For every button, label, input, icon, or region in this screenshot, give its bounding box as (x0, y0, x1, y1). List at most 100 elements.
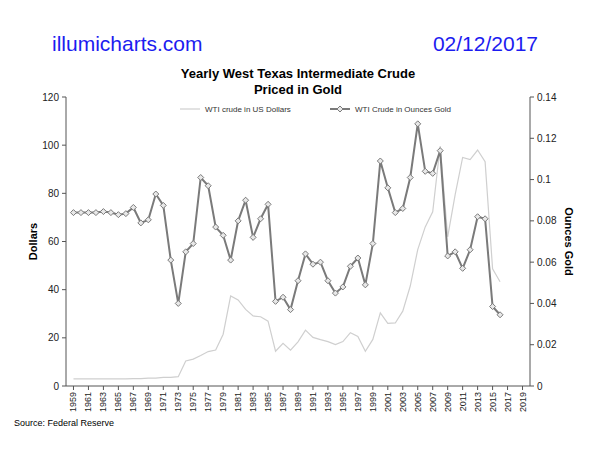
y2-tick-label: 0.02 (537, 339, 557, 350)
x-tick (103, 386, 104, 390)
x-tick (133, 386, 134, 390)
marker (265, 201, 271, 207)
marker (407, 175, 413, 181)
marker (175, 300, 181, 306)
x-tick (387, 386, 388, 390)
y2-tick-label: 0.1 (537, 174, 551, 185)
marker (213, 224, 219, 230)
marker (243, 197, 249, 203)
marker (475, 214, 481, 220)
y2-tick-label: 0.14 (537, 92, 557, 103)
marker (437, 148, 443, 154)
x-tick-label: 1963 (98, 392, 108, 412)
marker (370, 241, 376, 247)
x-tick-label: 1965 (113, 392, 123, 412)
marker (422, 168, 428, 174)
x-tick-label: 1981 (233, 392, 243, 412)
x-tick-label: 1993 (323, 392, 333, 412)
x-tick-label: 2011 (458, 392, 468, 411)
marker (145, 217, 151, 223)
x-tick (327, 386, 328, 390)
x-tick (283, 386, 284, 390)
marker (130, 204, 136, 210)
marker (160, 202, 166, 208)
chart: illumicharts.com02/12/2017Yearly West Te… (0, 0, 600, 464)
x-tick (208, 386, 209, 390)
marker (310, 261, 316, 267)
series-line (73, 124, 500, 315)
x-tick (148, 386, 149, 390)
x-tick-label: 1971 (158, 392, 168, 412)
y2-axis (530, 97, 531, 386)
marker (70, 210, 76, 216)
x-tick (118, 386, 119, 390)
y2-axis-label: Ounces Gold (563, 207, 575, 275)
marker (302, 251, 308, 257)
x-tick (88, 386, 89, 390)
x-tick (357, 386, 358, 390)
marker (273, 298, 279, 304)
marker (235, 218, 241, 224)
marker (183, 249, 189, 255)
marker (220, 232, 226, 238)
x-tick-label: 1969 (143, 392, 153, 412)
x-tick-label: 1987 (278, 392, 288, 412)
marker (482, 216, 488, 222)
y2-tick (530, 179, 534, 180)
marker (340, 284, 346, 290)
legend: WTI crude in US DollarsWTI Crude in Ounc… (180, 105, 451, 114)
y2-tick (530, 220, 534, 221)
x-tick-label: 1989 (293, 392, 303, 412)
legend-label: WTI Crude in Ounces Gold (355, 105, 451, 114)
y2-tick-label: 0.06 (537, 257, 557, 268)
y2-tick-label: 0.12 (537, 133, 557, 144)
y-tick-label: 60 (48, 236, 60, 247)
y2-tick-label: 0.04 (537, 298, 557, 309)
marker (100, 209, 106, 215)
x-tick (268, 386, 269, 390)
x-tick (447, 386, 448, 390)
title: Yearly West Texas Intermediate CrudePric… (181, 66, 415, 97)
marker (228, 257, 234, 263)
x-tick-label: 1959 (68, 392, 78, 412)
marker (400, 205, 406, 211)
marker (460, 265, 466, 271)
x-tick-label: 1983 (248, 392, 258, 412)
marker (153, 191, 159, 197)
y-tick (62, 97, 66, 98)
x-tick (507, 386, 508, 390)
x-tick-label: 1961 (83, 392, 93, 412)
y2-tick (530, 97, 534, 98)
y2-tick (530, 262, 534, 263)
legend-marker (337, 106, 343, 112)
marker (190, 241, 196, 247)
y-tick (62, 145, 66, 146)
legend-swatch (180, 108, 200, 109)
marker (288, 307, 294, 313)
x-tick (238, 386, 239, 390)
y-tick-label: 80 (48, 188, 60, 199)
x-tick-label: 1979 (218, 392, 228, 412)
y-tick (62, 289, 66, 290)
y2-tick-label: 0.08 (537, 215, 557, 226)
x-tick-label: 2001 (383, 392, 393, 412)
x-tick-label: 2013 (473, 392, 483, 412)
marker (430, 170, 436, 176)
marker (445, 253, 451, 259)
x-tick-label: 2003 (398, 392, 408, 412)
marker (347, 263, 353, 269)
x-tick (522, 386, 523, 390)
x-tick (163, 386, 164, 390)
x-tick-label: 1967 (128, 392, 138, 412)
y2-tick (530, 138, 534, 139)
x-tick-label: 1995 (338, 392, 348, 412)
marker (205, 183, 211, 189)
x-tick-label: 1975 (188, 392, 198, 412)
x-tick-label: 2019 (518, 392, 528, 412)
plot-area (70, 121, 503, 379)
marker (490, 304, 496, 310)
marker (115, 212, 121, 218)
marker (198, 175, 204, 181)
title-line: Priced in Gold (254, 82, 342, 97)
x-tick-label: 2015 (488, 392, 498, 412)
